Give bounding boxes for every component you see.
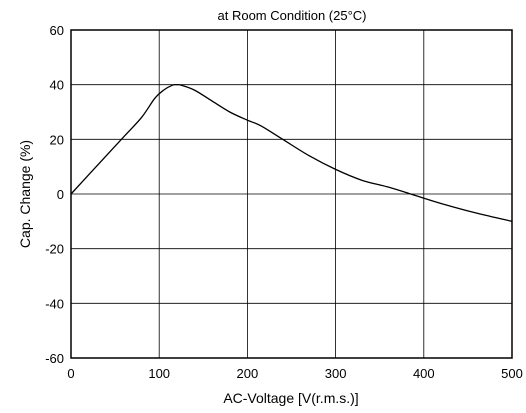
y-tick-label: 20	[50, 132, 64, 147]
x-tick-label: 0	[67, 366, 74, 381]
y-tick-label: 60	[50, 23, 64, 38]
series-line	[70, 83, 513, 222]
x-axis-ticks: 0 100 200 300 400 500	[67, 366, 522, 381]
y-axis-ticks: -60 -40 -20 0 20 40 60	[45, 23, 64, 366]
y-tick-label: -40	[45, 296, 64, 311]
y-tick-label: -60	[45, 351, 64, 366]
x-axis-label: AC-Voltage [V(r.m.s.)]	[223, 390, 358, 406]
x-tick-label: 100	[148, 366, 170, 381]
y-tick-label: 0	[57, 187, 64, 202]
y-tick-label: 40	[50, 78, 64, 93]
x-tick-label: 200	[237, 366, 259, 381]
plot-frame	[70, 29, 513, 359]
grid	[71, 30, 512, 358]
x-tick-label: 300	[325, 366, 347, 381]
chart-title: at Room Condition (25°C)	[218, 8, 367, 23]
x-tick-label: 500	[501, 366, 523, 381]
y-tick-label: -20	[45, 242, 64, 257]
y-axis-label: Cap. Change (%)	[17, 140, 33, 248]
x-tick-label: 400	[413, 366, 435, 381]
